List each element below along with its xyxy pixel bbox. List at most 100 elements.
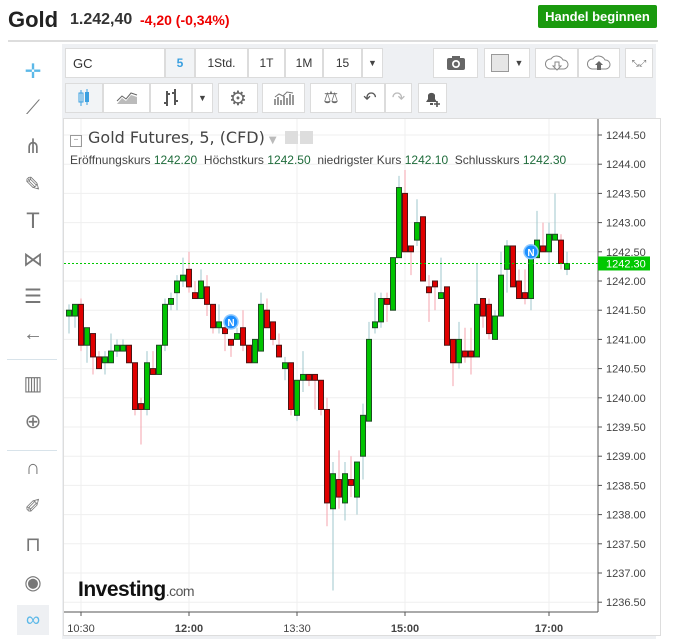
gear-icon: ⚙ [229, 87, 247, 110]
symbol-input[interactable]: GC [65, 48, 165, 78]
redo-button[interactable]: ↷ [385, 83, 412, 113]
snapshot-button[interactable] [433, 48, 478, 78]
unlock-tool[interactable]: ⊓ [17, 529, 49, 559]
lock-drawing-tool[interactable]: ✐ [17, 491, 49, 521]
interval-1m[interactable]: 1M [285, 48, 323, 78]
candle-body [132, 362, 138, 410]
candle-body [198, 280, 204, 300]
interval-dropdown[interactable]: ▼ [362, 48, 383, 78]
save-layout-button[interactable] [578, 48, 620, 78]
candle-body [252, 338, 258, 364]
collapse-icon[interactable]: – [70, 135, 82, 147]
indicators-icon [273, 91, 294, 105]
interval-5[interactable]: 5 [165, 48, 195, 78]
candle-body [540, 245, 546, 253]
candle-body [66, 309, 72, 317]
candle-body [246, 344, 252, 364]
y-tick-label: 1238.00 [606, 510, 646, 522]
y-tick-label: 1242.00 [606, 276, 646, 288]
cloud-upload-icon [586, 55, 611, 70]
series-gear-icon[interactable] [299, 131, 313, 144]
fib-levels-tool[interactable]: ☰ [17, 281, 49, 311]
candles-style-button[interactable] [65, 83, 103, 113]
text-tool[interactable]: T [17, 206, 49, 236]
trend-line-icon: ⟋ [26, 96, 40, 119]
candle-body [348, 479, 354, 486]
crosshair-tool[interactable]: ✛ [17, 56, 49, 86]
candle-body [372, 321, 378, 329]
candle-body [138, 403, 144, 410]
y-tick-label: 1240.50 [606, 364, 646, 376]
candle-body [102, 356, 108, 364]
start-trading-button[interactable]: Handel beginnen [538, 5, 657, 28]
low-label: niedrigster Kurs [317, 153, 402, 167]
candle-body [414, 222, 420, 241]
candle-body [468, 350, 474, 358]
candle-body [324, 408, 330, 504]
crosshair-icon: ✛ [24, 60, 42, 83]
eye-tool[interactable]: ◉ [17, 567, 49, 597]
visibility-icon[interactable] [284, 131, 298, 144]
candle-body [546, 233, 552, 253]
zoom-in-tool[interactable]: ⊕ [17, 406, 49, 436]
candle-body [96, 356, 102, 370]
x-tick-label: 17:00 [535, 623, 563, 635]
back-arrow-tool[interactable]: ← [17, 319, 49, 349]
area-chart-icon [116, 92, 137, 104]
back-arrow-icon: ← [23, 322, 43, 345]
candle-body [186, 268, 192, 288]
fullscreen-button[interactable]: ⤡⤢ [625, 48, 653, 78]
undo-button[interactable]: ↶ [355, 83, 385, 113]
magnet-tool[interactable]: ∩ [17, 453, 49, 483]
y-tick-label: 1239.50 [606, 422, 646, 434]
candle-body [396, 187, 402, 259]
unlock-icon: ⊓ [25, 533, 41, 556]
settings-button[interactable]: ⚙ [218, 83, 258, 113]
candle-body [192, 292, 198, 300]
y-tick-label: 1236.50 [606, 597, 646, 609]
pitchfork-tool[interactable]: ⋔ [17, 131, 49, 161]
trend-line-tool[interactable]: ⟋ [17, 93, 49, 123]
area-style-button[interactable] [103, 83, 150, 113]
camera-icon [446, 56, 465, 70]
price-axis-background [599, 119, 659, 612]
magnet-icon: ∩ [25, 456, 41, 479]
chart-style-dropdown[interactable]: ▼ [192, 83, 213, 113]
fib-levels-icon: ☰ [24, 285, 42, 308]
interval-1d[interactable]: 1T [248, 48, 285, 78]
color-swatch-icon [490, 54, 509, 72]
chart-legend-title: – Gold Futures, 5, (CFD) ▼ [70, 128, 313, 147]
brush-tool[interactable]: ✎ [17, 169, 49, 199]
color-picker-button[interactable]: ▼ [484, 48, 530, 78]
bars-style-button[interactable] [150, 83, 192, 113]
interval-15[interactable]: 15 [323, 48, 362, 78]
interval-1h[interactable]: 1Std. [195, 48, 248, 78]
pattern-tool[interactable]: ⋈ [17, 244, 49, 274]
compare-button[interactable]: ⚖ [310, 83, 352, 113]
indicators-button[interactable] [262, 83, 305, 113]
chart-area[interactable] [63, 118, 661, 636]
current-price-badge [598, 256, 650, 271]
load-layout-button[interactable] [535, 48, 578, 78]
link-tool[interactable]: ∞ [17, 605, 49, 635]
news-marker-label: N [527, 248, 534, 259]
price-change: -4,20 (-0,34%) [140, 12, 230, 28]
candle-body [288, 362, 294, 410]
candle-body [366, 338, 372, 422]
candle-body [420, 216, 426, 282]
x-tick-label: 13:30 [283, 623, 311, 635]
series-title: Gold Futures, 5, (CFD) [88, 128, 265, 147]
drawing-toolbar: ✛ ⟋ ⋔ ✎ T ⋈ ☰ ← ▥ ⊕ ∩ ✐ ⊓ ◉ ∞ [0, 44, 62, 639]
candle-body [78, 303, 84, 346]
measure-tool[interactable]: ▥ [17, 368, 49, 398]
caret-down-icon: ▼ [514, 58, 524, 68]
add-alert-button[interactable] [418, 83, 447, 113]
candle-body [126, 344, 132, 364]
last-price: 1.242,40 [70, 11, 133, 28]
pattern-icon: ⋈ [23, 248, 43, 271]
y-tick-label: 1239.00 [606, 451, 646, 463]
scale-icon: ⚖ [323, 88, 339, 107]
caret-down-icon[interactable]: ▼ [268, 135, 277, 146]
x-tick-label: 15:00 [391, 623, 419, 635]
